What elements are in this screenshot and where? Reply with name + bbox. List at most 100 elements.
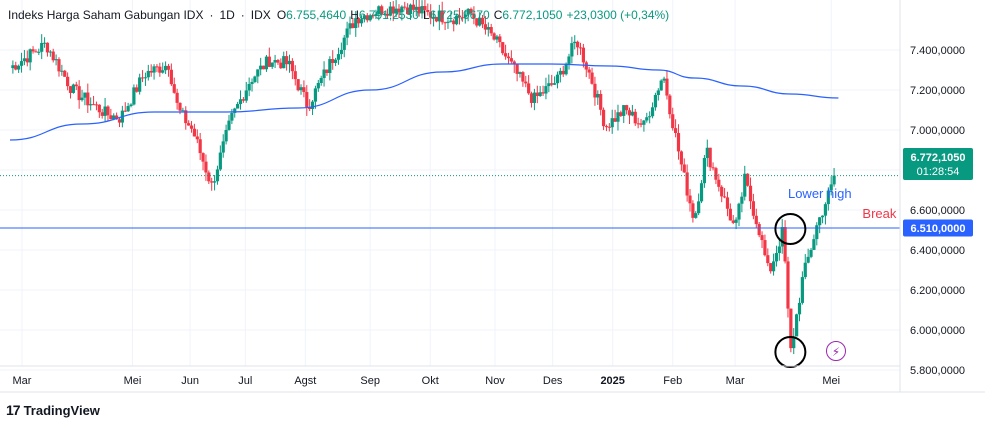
candle-body: [803, 262, 807, 278]
candle-body: [74, 84, 78, 87]
candle-body: [639, 123, 643, 125]
exchange-label: IDX: [250, 8, 271, 22]
lightning-icon[interactable]: ⚡: [826, 341, 846, 361]
candle-body: [806, 256, 810, 263]
x-tick-label: 2025: [600, 375, 624, 387]
candle-body: [699, 183, 704, 202]
candle-body: [431, 16, 436, 18]
candle-body: [676, 133, 681, 152]
candle-body: [123, 110, 127, 112]
candle-body: [287, 60, 292, 65]
candle-body: [333, 59, 338, 63]
candle-body: [622, 105, 626, 116]
candle-body: [34, 51, 38, 53]
candle-body: [100, 112, 104, 116]
candle-body: [279, 62, 283, 69]
x-tick-label: Mar: [13, 375, 32, 387]
candle-body: [322, 69, 326, 78]
candle-body: [590, 72, 594, 84]
candle-body: [512, 61, 516, 65]
annotation-label[interactable]: Lower high: [788, 186, 852, 201]
candle-body: [480, 17, 485, 25]
candle-body: [109, 115, 113, 120]
candle-body: [587, 69, 591, 73]
candle-body: [374, 14, 378, 17]
candle-body: [308, 107, 312, 109]
candle-body: [19, 61, 24, 66]
candle-body: [233, 108, 237, 113]
candle-body: [244, 90, 248, 101]
annotation-circle[interactable]: [774, 336, 807, 368]
candle-body: [460, 17, 464, 19]
candle-body: [648, 116, 652, 118]
candle-body: [705, 147, 709, 159]
candle-body: [420, 6, 424, 14]
candle-body: [236, 104, 240, 109]
candle-body: [138, 77, 142, 92]
candle-body: [83, 92, 87, 98]
candle-body: [466, 8, 470, 15]
candle-body: [538, 92, 542, 97]
candle-body: [593, 83, 597, 98]
candle-body: [527, 83, 531, 94]
y-tick-label: 6.600,0000: [910, 205, 965, 217]
candle-body: [495, 36, 499, 40]
candle-body: [483, 24, 488, 30]
y-tick-label: 6.200,0000: [910, 285, 965, 297]
candle-body: [437, 10, 441, 22]
candle-body: [417, 6, 421, 14]
tradingview-logo: 17: [6, 402, 21, 418]
candle-body: [22, 58, 27, 62]
candle-body: [665, 78, 669, 96]
candle-body: [230, 112, 234, 121]
candle-body: [711, 167, 715, 169]
symbol-name[interactable]: Indeks Harga Saham Gabungan IDX: [8, 8, 204, 22]
candle-body: [754, 215, 758, 225]
candle-body: [175, 92, 179, 103]
candle-body: [161, 70, 165, 73]
candle-body: [345, 28, 349, 38]
candle-body: [760, 235, 764, 241]
candle-body: [371, 15, 375, 17]
candle-body: [187, 123, 191, 126]
candle-body: [746, 173, 750, 186]
candle-body: [547, 83, 551, 87]
candle-body: [797, 302, 802, 315]
candle-body: [48, 51, 52, 53]
candle-body: [429, 12, 433, 18]
candle-body: [261, 65, 266, 70]
annotation-circle[interactable]: [774, 213, 807, 245]
candle-body: [777, 246, 781, 254]
candle-body: [645, 117, 649, 121]
tradingview-brand[interactable]: 17 TradingView: [6, 402, 100, 418]
candle-body: [391, 6, 395, 14]
candle-body: [472, 13, 476, 19]
x-tick-label: Jun: [181, 375, 199, 387]
candle-body: [319, 77, 323, 83]
candle-body: [535, 92, 539, 97]
candle-body: [273, 59, 277, 63]
x-tick-label: Feb: [663, 375, 682, 387]
candle-body: [359, 19, 364, 24]
candle-body: [763, 240, 767, 256]
interval-label[interactable]: 1D: [219, 8, 235, 22]
candle-body: [504, 53, 508, 57]
y-tick-label: 6.000,0000: [910, 325, 965, 337]
close-value: 6.772,1050: [502, 8, 563, 22]
y-tick-label: 6.400,0000: [910, 245, 965, 257]
candle-body: [221, 141, 225, 153]
candle-body: [207, 172, 211, 182]
candle-body: [555, 74, 560, 84]
candle-body: [310, 101, 315, 109]
candle-body: [573, 41, 577, 44]
annotation-label[interactable]: Break: [862, 206, 896, 221]
candle-body: [786, 261, 790, 309]
candle-body: [189, 125, 194, 129]
candle-body: [365, 15, 369, 21]
candle-body: [455, 15, 459, 25]
candle-body: [728, 208, 732, 221]
candle-body: [89, 104, 93, 106]
annotation-circles: [774, 213, 807, 368]
candle-body: [316, 82, 320, 89]
